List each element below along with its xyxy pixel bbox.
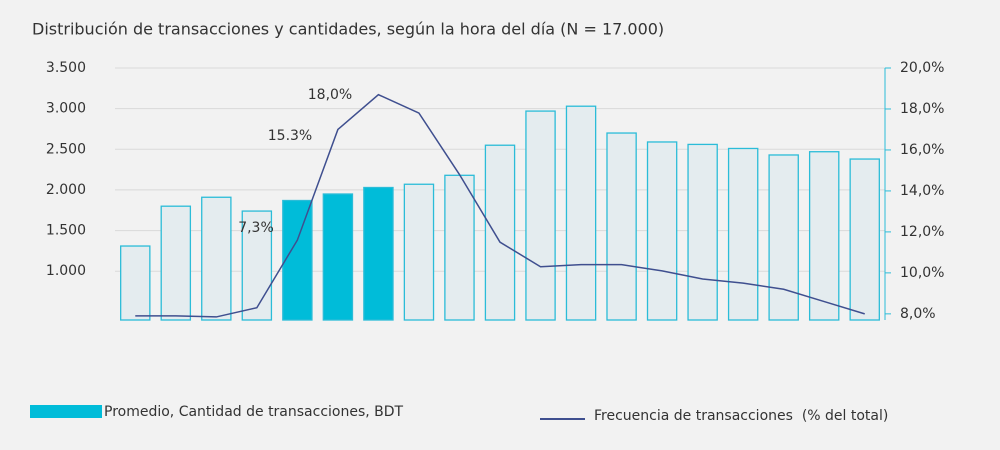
y2-tick-label: 12,0% (900, 224, 944, 240)
bar (120, 245, 151, 321)
y-tick-label: 2.500 (46, 141, 86, 157)
bar (808, 151, 840, 321)
bar (727, 147, 759, 321)
annotation: 18,0% (308, 87, 352, 103)
bar (403, 183, 435, 321)
bar (282, 199, 313, 321)
bar (160, 205, 192, 321)
bar (768, 154, 799, 321)
bar (849, 158, 880, 321)
y2-tick-label: 18,0% (900, 101, 944, 117)
bar (241, 210, 273, 321)
annotation: 15.3% (268, 128, 312, 144)
y2-tick-label: 10,0% (900, 265, 944, 281)
bar (525, 110, 556, 321)
legend-label: Promedio, Cantidad de transacciones, BDT (104, 404, 404, 420)
bar (606, 132, 637, 321)
y2-tick-label: 16,0% (900, 142, 944, 158)
legend-label: Frecuencia de transacciones (% del total… (594, 408, 888, 424)
y2-tick-label: 8,0% (900, 306, 936, 322)
y-tick-label: 3.000 (46, 101, 86, 117)
bar (565, 105, 597, 321)
bar (484, 144, 516, 321)
y2-tick-label: 14,0% (900, 183, 944, 199)
bar (322, 193, 354, 321)
bar (646, 141, 678, 321)
y-tick-label: 2.000 (46, 182, 86, 198)
legend-swatch (30, 405, 102, 418)
annotation: 7,3% (238, 220, 274, 236)
y2-tick-label: 20,0% (900, 60, 944, 76)
chart-title: Distribución de transacciones y cantidad… (32, 20, 664, 39)
bar (444, 174, 475, 321)
y-tick-label: 3.500 (46, 60, 86, 76)
bar (363, 186, 394, 321)
y-tick-label: 1.000 (46, 263, 86, 279)
y-tick-label: 1.500 (46, 223, 86, 239)
line (135, 93, 865, 318)
bar (687, 143, 718, 321)
bar (201, 196, 232, 321)
